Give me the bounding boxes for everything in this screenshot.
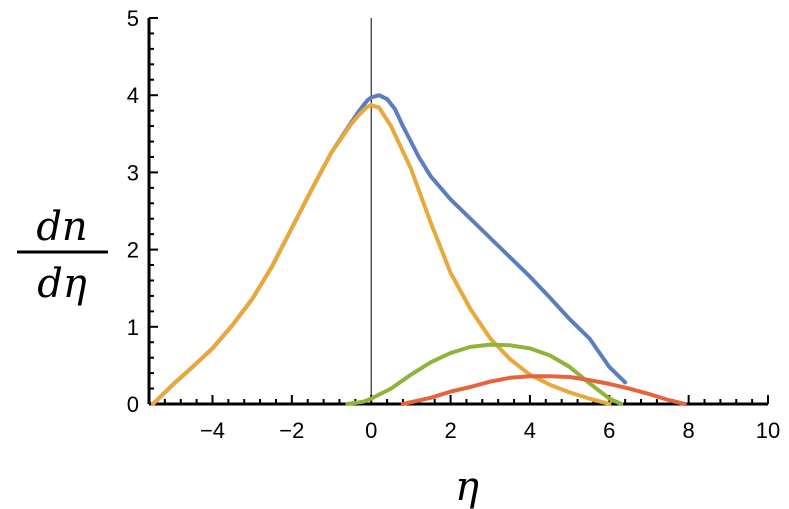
x-tick-label: 2 — [444, 418, 456, 443]
y-tick-label: 4 — [127, 83, 139, 108]
series-group — [151, 93, 687, 406]
axes — [147, 17, 769, 406]
y-axis-title: dn dη — [17, 204, 108, 307]
x-tick-label: 6 — [603, 418, 615, 443]
y-tick-label: 0 — [127, 392, 139, 417]
x-axis-title: η — [455, 464, 479, 509]
y-axis-title-numerator: dn — [36, 204, 87, 250]
x-tick-label: −4 — [200, 418, 225, 443]
x-tick-label: 10 — [756, 418, 780, 443]
y-tick-label: 1 — [127, 315, 139, 340]
y-tick-label: 5 — [127, 6, 139, 31]
x-tick-label: 8 — [683, 418, 695, 443]
series-line-2 — [151, 103, 612, 406]
x-tick-label: 0 — [365, 418, 377, 443]
series-line-4 — [400, 374, 687, 406]
y-tick-label: 3 — [127, 160, 139, 185]
y-axis-title-denominator: dη — [37, 261, 87, 307]
y-tick-label: 2 — [127, 238, 139, 263]
x-tick-label: 4 — [524, 418, 536, 443]
tick-labels: −4 −2 0 2 4 6 8 10 0 1 2 3 4 5 — [127, 6, 780, 443]
x-tick-label: −2 — [279, 418, 304, 443]
series-line-3 — [345, 342, 624, 406]
